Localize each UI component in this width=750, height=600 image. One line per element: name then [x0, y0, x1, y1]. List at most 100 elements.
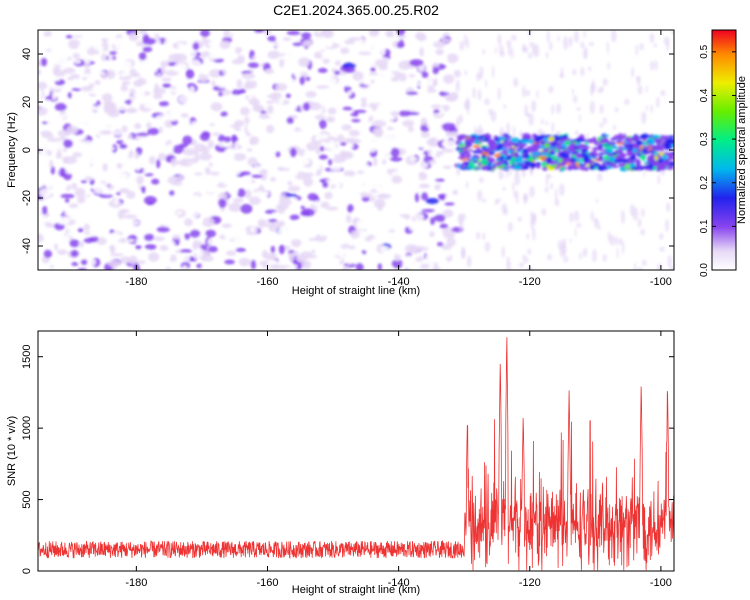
spectrogram-cell [289, 49, 300, 58]
colorbar-tick-label: 0.2 [699, 175, 710, 189]
spectrogram-cell [374, 59, 389, 67]
spectrogram-cell [422, 243, 436, 248]
spectrogram-cell [204, 166, 211, 175]
spectrogram-cell [421, 112, 431, 119]
spectrogram-cell [220, 207, 225, 212]
y-tick-label: -40 [21, 238, 33, 254]
spectrogram-cell [197, 218, 204, 224]
spectrogram-cell [642, 138, 647, 142]
spectrogram-cell [184, 233, 190, 241]
spectrogram-cell [364, 167, 370, 177]
spectrogram-cell [77, 227, 84, 233]
spectrogram-cell [421, 191, 429, 201]
spectrogram-cell [347, 143, 355, 148]
spectrogram-cell [586, 139, 591, 142]
spectrogram-cell [587, 66, 592, 72]
spectrogram-cell [75, 234, 87, 239]
spectrogram-cell [38, 173, 51, 180]
spectrogram-cell [444, 202, 455, 206]
spectrogram-cell [136, 132, 150, 137]
spectrogram-cell [217, 79, 230, 89]
spectrogram-cell [140, 186, 146, 194]
spectrogram-cell [115, 102, 129, 111]
spectrogram-cell [241, 73, 256, 80]
snr-panel: -180 -160 -140 -120 -100 0 500 1000 1500 Height… [6, 330, 675, 596]
spectrogram-cell [471, 144, 481, 148]
spectrogram-cell [667, 154, 672, 157]
spectrogram-cell [519, 157, 523, 162]
spectrogram-cell [138, 30, 148, 35]
spectrogram-cell [245, 175, 252, 186]
spectrogram-cell [513, 151, 517, 156]
spectrogram-cell [335, 39, 343, 45]
spectrogram-y-label: Frequency (Hz) [6, 112, 18, 188]
spectrogram-cell [396, 41, 405, 49]
spectrogram-cell [385, 37, 395, 43]
spectrogram-cell [157, 152, 167, 161]
spectrogram-cell [433, 91, 439, 100]
spectrogram-cell [279, 58, 285, 68]
spectrogram-cell [540, 118, 544, 126]
spectrogram-cell [72, 152, 82, 158]
x-tick-label: -120 [519, 276, 541, 288]
spectrogram-cell [151, 203, 160, 212]
spectrogram-cell [266, 104, 274, 114]
spectrogram-cell [534, 135, 544, 141]
spectrogram-cell [636, 149, 643, 153]
spectrogram-cell [661, 154, 668, 160]
spectrogram-cell [161, 68, 167, 75]
spectrogram-cell [334, 70, 341, 76]
spectrogram-cell [38, 72, 53, 83]
spectrogram-cell [339, 141, 347, 146]
spectrogram-cell [287, 180, 293, 186]
spectrogram-cell [546, 30, 550, 44]
spectrogram-cell [544, 142, 550, 148]
spectrogram-cell [342, 106, 353, 111]
spectrogram-cell [276, 107, 286, 117]
spectrogram-cell [66, 231, 79, 237]
spectrogram-cell [440, 244, 453, 250]
spectrogram-cell [574, 228, 577, 238]
spectrogram-cell [260, 110, 267, 114]
spectrogram-cell [408, 244, 421, 254]
spectrogram-cell [59, 167, 66, 177]
spectrogram-cell [414, 213, 425, 222]
spectrogram-cell [314, 163, 321, 171]
spectrogram-cell [583, 162, 587, 166]
spectrogram-cell [286, 30, 301, 36]
spectrogram-cell [236, 78, 243, 89]
spectrogram-cell [502, 186, 506, 191]
spectrogram-cell [224, 116, 236, 123]
spectrogram-cell [512, 125, 516, 140]
spectrogram-cell [614, 236, 618, 246]
spectrogram-cell [87, 258, 96, 266]
spectrogram-cell [68, 39, 81, 50]
spectrogram-cell [495, 198, 502, 203]
spectrogram-cell [285, 266, 290, 270]
spectrogram-cell [499, 155, 504, 161]
spectrogram-cell [258, 43, 269, 51]
spectrogram-cell [547, 158, 552, 164]
spectrogram-cell [389, 209, 395, 215]
spectrogram-cell [189, 175, 203, 184]
spectrogram-cell [226, 250, 237, 256]
spectrogram-cell [254, 30, 265, 33]
spectrogram-cell [99, 130, 114, 135]
spectrogram-cell [557, 240, 564, 250]
spectrogram-cell [441, 229, 448, 234]
spectrogram-cell [196, 183, 209, 188]
spectrogram-cell [530, 100, 537, 113]
spectrogram-cell [109, 50, 118, 55]
x-tick-label: -160 [256, 276, 278, 288]
spectrogram-cell [326, 38, 333, 48]
spectrogram-cell [508, 149, 512, 154]
spectrogram-cell [209, 69, 222, 78]
spectrogram-cell [459, 40, 465, 51]
spectrogram-cell [501, 203, 508, 212]
spectrogram-cell [578, 134, 585, 140]
spectrogram-cell [571, 69, 577, 76]
spectrogram-cell [275, 35, 284, 43]
spectrogram-cell [650, 60, 655, 71]
spectrogram-cell [583, 30, 586, 39]
